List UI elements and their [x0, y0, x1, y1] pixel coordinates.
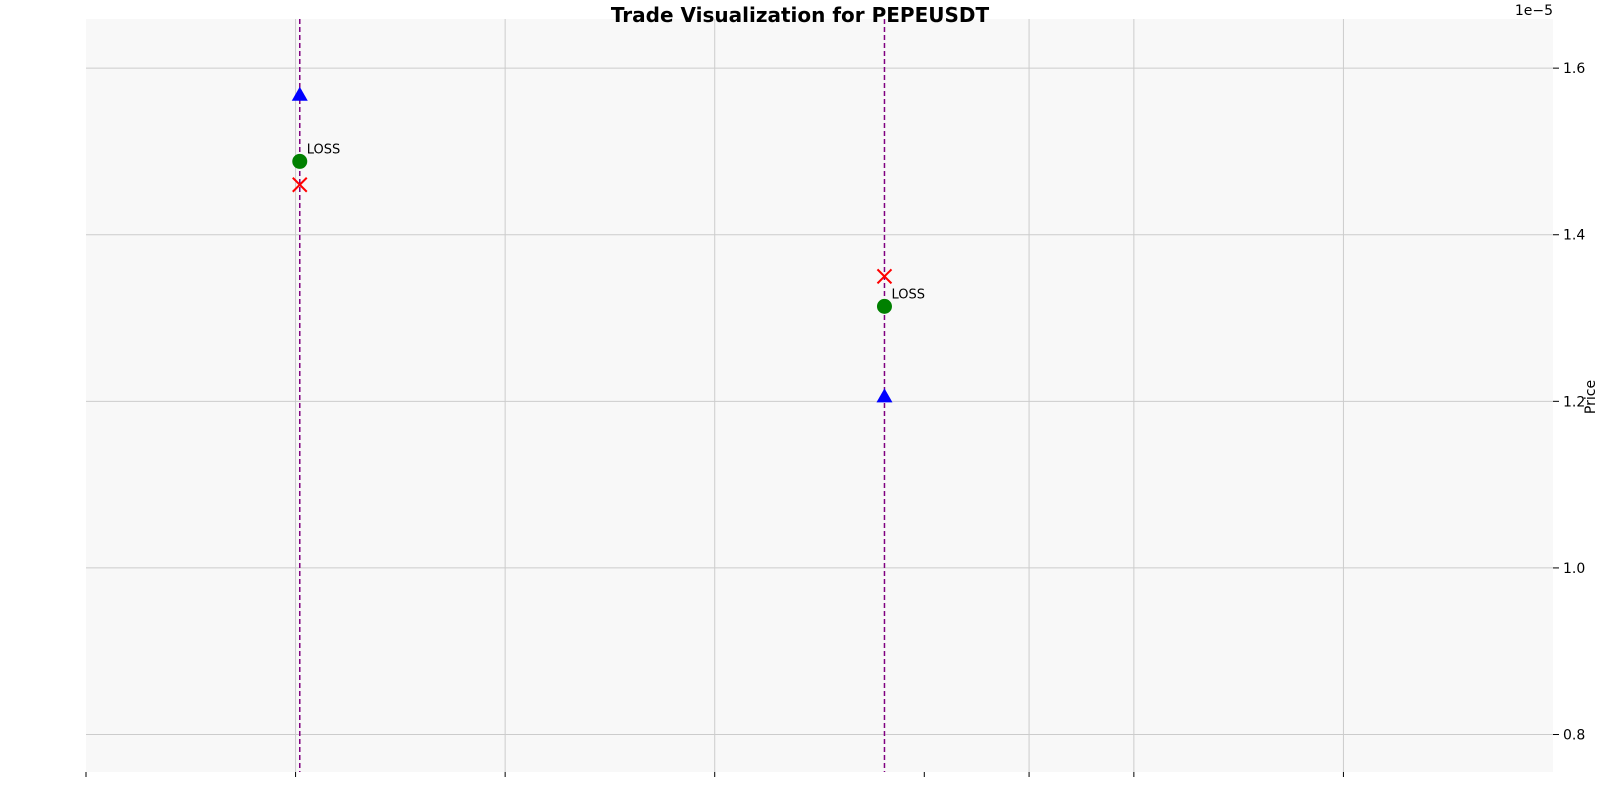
trade-result-label: LOSS — [307, 142, 341, 157]
trade-result-label: LOSS — [891, 287, 925, 302]
y-axis-offset-text: 1e−5 — [1515, 3, 1553, 19]
stop-marker — [292, 177, 308, 193]
y-tick-label: 1.2 — [1563, 394, 1585, 410]
y-axis-ticks: 0.8 1.0 1.2 1.4 1.6 — [1553, 61, 1585, 744]
trade-annotations: LOSS LOSS — [307, 142, 925, 302]
entry-marker — [876, 298, 892, 314]
stop-marker — [876, 268, 893, 285]
x-axis-ticks — [85, 772, 1344, 777]
chart-title: Trade Visualization for PEPEUSDT — [611, 3, 990, 27]
plot-area — [86, 19, 1553, 772]
y-tick-label: 0.8 — [1563, 728, 1585, 744]
entry-marker — [292, 153, 308, 169]
y-tick-label: 1.0 — [1563, 561, 1585, 577]
grid — [86, 19, 1553, 772]
target-marker — [291, 86, 308, 101]
target-marker — [876, 388, 893, 403]
y-axis-label: Price — [1583, 380, 1599, 414]
trade-markers — [291, 86, 893, 403]
y-tick-label: 1.6 — [1563, 61, 1585, 77]
y-tick-label: 1.4 — [1563, 228, 1585, 244]
